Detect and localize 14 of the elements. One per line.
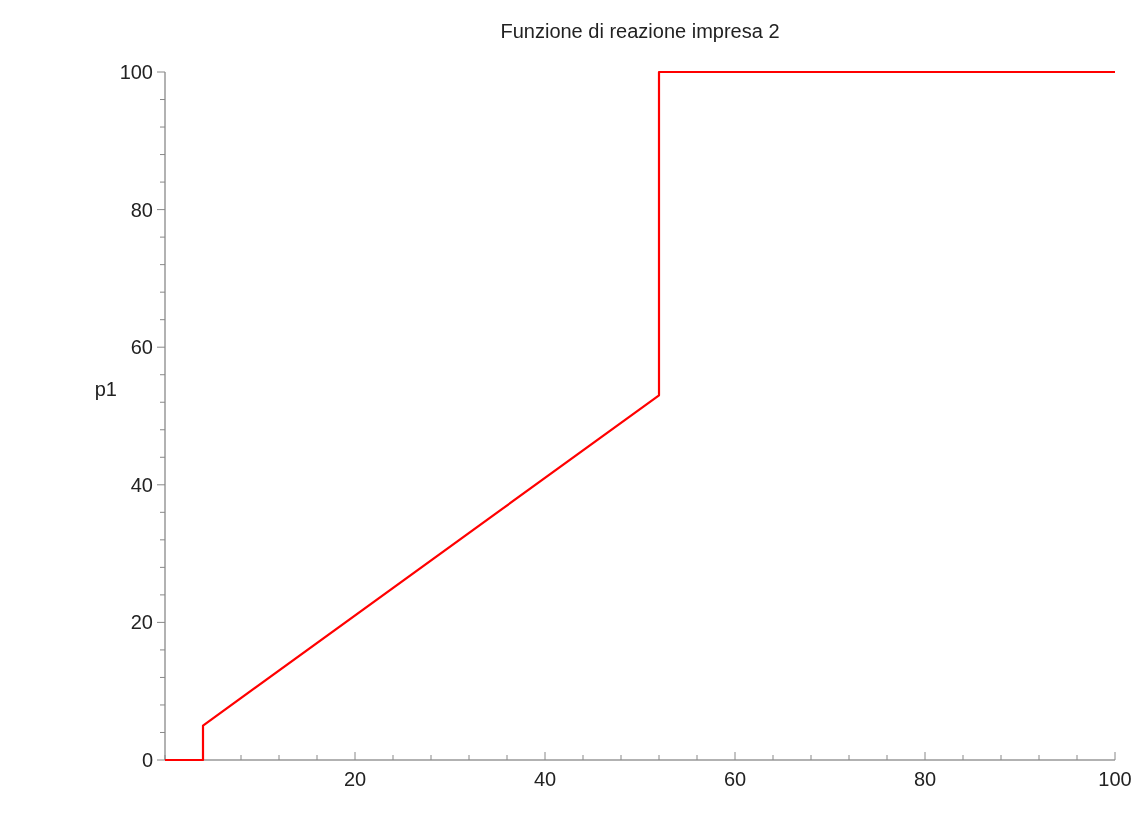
x-tick-label: 40 (533, 768, 557, 790)
chart-title: Funzione di reazione impresa 2 (500, 20, 780, 42)
y-tick-label: 40 (130, 473, 153, 496)
y-tick-label: 20 (130, 611, 153, 634)
x-tick-label: 60 (723, 768, 747, 790)
x-tick-label: 20 (343, 768, 367, 790)
y-tick-label: 60 (130, 336, 153, 359)
x-tick-label: 100 (1098, 768, 1132, 790)
y-axis-title: p1 (94, 378, 117, 400)
y-tick-label: 0 (141, 749, 153, 771)
y-tick-label: 100 (119, 61, 153, 83)
y-tick-label: 80 (130, 198, 153, 221)
line-series (163, 70, 1117, 762)
x-tick-label: 80 (913, 768, 937, 790)
